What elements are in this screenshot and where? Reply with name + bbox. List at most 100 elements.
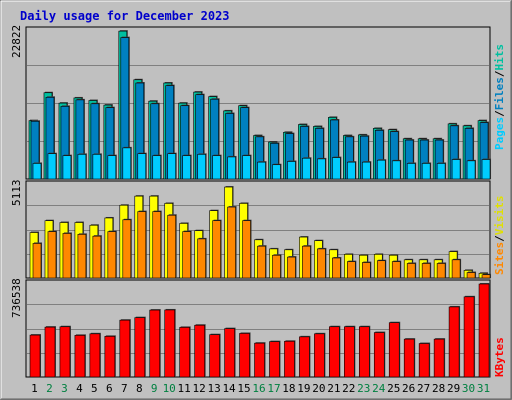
- bar-sites-28: [436, 262, 447, 279]
- bar-pages-16-face: [257, 161, 266, 180]
- bar-pages-23-face: [361, 161, 371, 180]
- day-label-11: 11: [178, 382, 191, 395]
- y-max-label-kbytes: 736538: [10, 278, 23, 318]
- bar-kbytes-22-face: [344, 326, 355, 378]
- bar-kbytes-6-face: [104, 336, 116, 378]
- bar-pages-25: [391, 159, 402, 180]
- bars-layer: [28, 30, 492, 378]
- legend-hits: Hits: [493, 44, 506, 71]
- bar-pages-26: [406, 162, 417, 180]
- day-label-16: 16: [252, 382, 265, 395]
- bar-sites-18: [287, 256, 297, 279]
- bar-sites-25: [391, 260, 402, 279]
- bar-kbytes-12-face: [194, 324, 205, 378]
- bar-pages-20-face: [317, 158, 326, 180]
- bar-sites-14-face: [227, 206, 236, 279]
- legend-sep: /: [493, 110, 506, 117]
- bar-pages-6-face: [107, 155, 117, 180]
- bar-pages-5: [92, 153, 102, 180]
- bar-kbytes-7: [119, 319, 131, 378]
- bar-kbytes-8-face: [134, 317, 146, 378]
- bar-sites-13-face: [212, 220, 221, 279]
- bar-kbytes-21-face: [329, 326, 340, 378]
- bar-pages-2-face: [47, 153, 57, 180]
- bar-sites-19-face: [302, 245, 311, 279]
- bar-kbytes-21: [329, 325, 341, 378]
- bar-sites-18-face: [287, 256, 296, 279]
- chart-title: Daily usage for December 2023: [20, 9, 230, 23]
- bar-kbytes-14: [224, 327, 236, 378]
- bar-pages-19-face: [302, 157, 311, 180]
- bar-sites-30-face: [466, 272, 476, 279]
- day-label-4: 4: [76, 382, 83, 395]
- bar-kbytes-23: [358, 325, 371, 378]
- bar-pages-17: [272, 163, 282, 180]
- bar-kbytes-25-face: [388, 322, 400, 378]
- bar-kbytes-5-face: [89, 333, 101, 378]
- bar-sites-12-face: [197, 238, 206, 279]
- bar-pages-13: [212, 154, 222, 180]
- day-label-6: 6: [106, 382, 113, 395]
- bar-pages-13-face: [212, 155, 221, 180]
- bar-pages-3: [62, 154, 72, 180]
- bar-kbytes-13-face: [209, 334, 220, 378]
- day-label-18: 18: [282, 382, 295, 395]
- bar-pages-4: [77, 153, 87, 180]
- day-label-3: 3: [61, 382, 68, 395]
- bar-sites-11: [182, 230, 192, 279]
- bar-sites-17-face: [272, 254, 281, 279]
- bar-kbytes-3-face: [59, 326, 71, 378]
- bar-sites-1-face: [32, 243, 42, 279]
- bar-kbytes-19: [299, 335, 311, 378]
- bar-sites-28-face: [436, 263, 446, 279]
- bar-pages-21-face: [332, 157, 341, 180]
- day-label-8: 8: [136, 382, 143, 395]
- day-label-19: 19: [297, 382, 310, 395]
- bar-pages-24-face: [376, 159, 386, 180]
- bar-pages-10: [167, 152, 177, 180]
- bar-pages-24: [376, 159, 387, 180]
- bar-kbytes-7-face: [119, 319, 131, 378]
- bar-sites-8: [137, 210, 147, 279]
- day-label-21: 21: [327, 382, 340, 395]
- labels-layer: 1 2 3 4 5 6 7 8 9 10 11 12 13 14 15 16 17 18 19 20 21 22 23 24 2…: [31, 382, 490, 395]
- bar-kbytes-25: [388, 321, 401, 378]
- bar-sites-22: [347, 260, 357, 279]
- bar-pages-5-face: [92, 154, 102, 180]
- day-label-29: 29: [447, 382, 460, 395]
- bar-kbytes-8: [134, 316, 146, 378]
- bar-sites-5: [92, 235, 102, 279]
- bar-sites-3: [62, 232, 72, 279]
- day-label-5: 5: [91, 382, 98, 395]
- bar-pages-23: [361, 161, 372, 180]
- bar-sites-12: [197, 237, 207, 279]
- bar-kbytes-26-face: [403, 338, 415, 378]
- bar-pages-7-face: [122, 147, 132, 180]
- day-label-26: 26: [402, 382, 415, 395]
- y-max-label-hits: 22822: [10, 25, 23, 58]
- bar-sites-16: [257, 245, 267, 279]
- bar-sites-1: [32, 242, 42, 279]
- bar-kbytes-6: [104, 335, 116, 378]
- bar-kbytes-16: [254, 342, 266, 378]
- bar-pages-8-face: [137, 153, 147, 180]
- bar-pages-30: [466, 159, 477, 180]
- bar-pages-26-face: [406, 163, 416, 180]
- day-label-31: 31: [477, 382, 490, 395]
- bar-sites-22-face: [347, 261, 356, 279]
- bar-pages-29: [451, 158, 462, 180]
- bar-kbytes-23-face: [358, 326, 370, 378]
- legend-visits-sites: Sites/Visits: [493, 196, 506, 276]
- bar-sites-21-face: [332, 257, 341, 279]
- bar-sites-16-face: [257, 245, 266, 279]
- bar-kbytes-9: [149, 309, 161, 378]
- bar-kbytes-31: [478, 283, 491, 378]
- day-label-22: 22: [342, 382, 355, 395]
- bar-sites-26: [406, 262, 417, 279]
- bar-kbytes-30-face: [463, 296, 475, 378]
- bar-kbytes-15-face: [239, 333, 250, 378]
- bar-sites-14: [227, 206, 237, 279]
- bar-kbytes-2: [44, 326, 56, 378]
- bar-sites-30: [466, 271, 477, 279]
